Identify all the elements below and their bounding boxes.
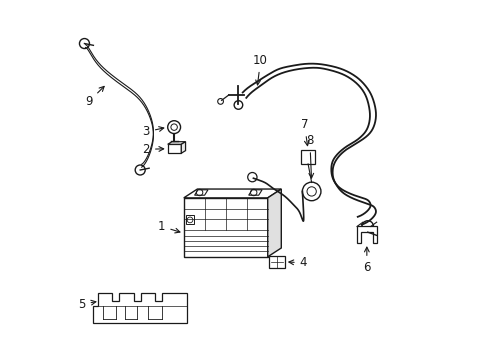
Polygon shape (167, 142, 185, 144)
Circle shape (302, 182, 320, 201)
Polygon shape (248, 190, 262, 195)
Bar (185, 215, 194, 224)
Polygon shape (356, 226, 376, 243)
Bar (300, 150, 315, 164)
Text: 7: 7 (300, 118, 308, 146)
Text: 2: 2 (142, 143, 163, 156)
Polygon shape (183, 189, 281, 198)
Polygon shape (194, 190, 207, 195)
Text: 9: 9 (85, 86, 104, 108)
Text: 5: 5 (78, 298, 96, 311)
Polygon shape (268, 256, 285, 267)
Polygon shape (181, 142, 185, 153)
Text: 4: 4 (288, 256, 306, 269)
Text: 8: 8 (305, 134, 313, 178)
Polygon shape (267, 189, 281, 257)
Text: 6: 6 (363, 247, 370, 274)
Text: 3: 3 (142, 125, 163, 138)
Text: 1: 1 (158, 220, 180, 233)
Text: 10: 10 (253, 54, 267, 85)
Polygon shape (167, 144, 181, 153)
Polygon shape (93, 293, 187, 323)
Polygon shape (183, 198, 267, 257)
